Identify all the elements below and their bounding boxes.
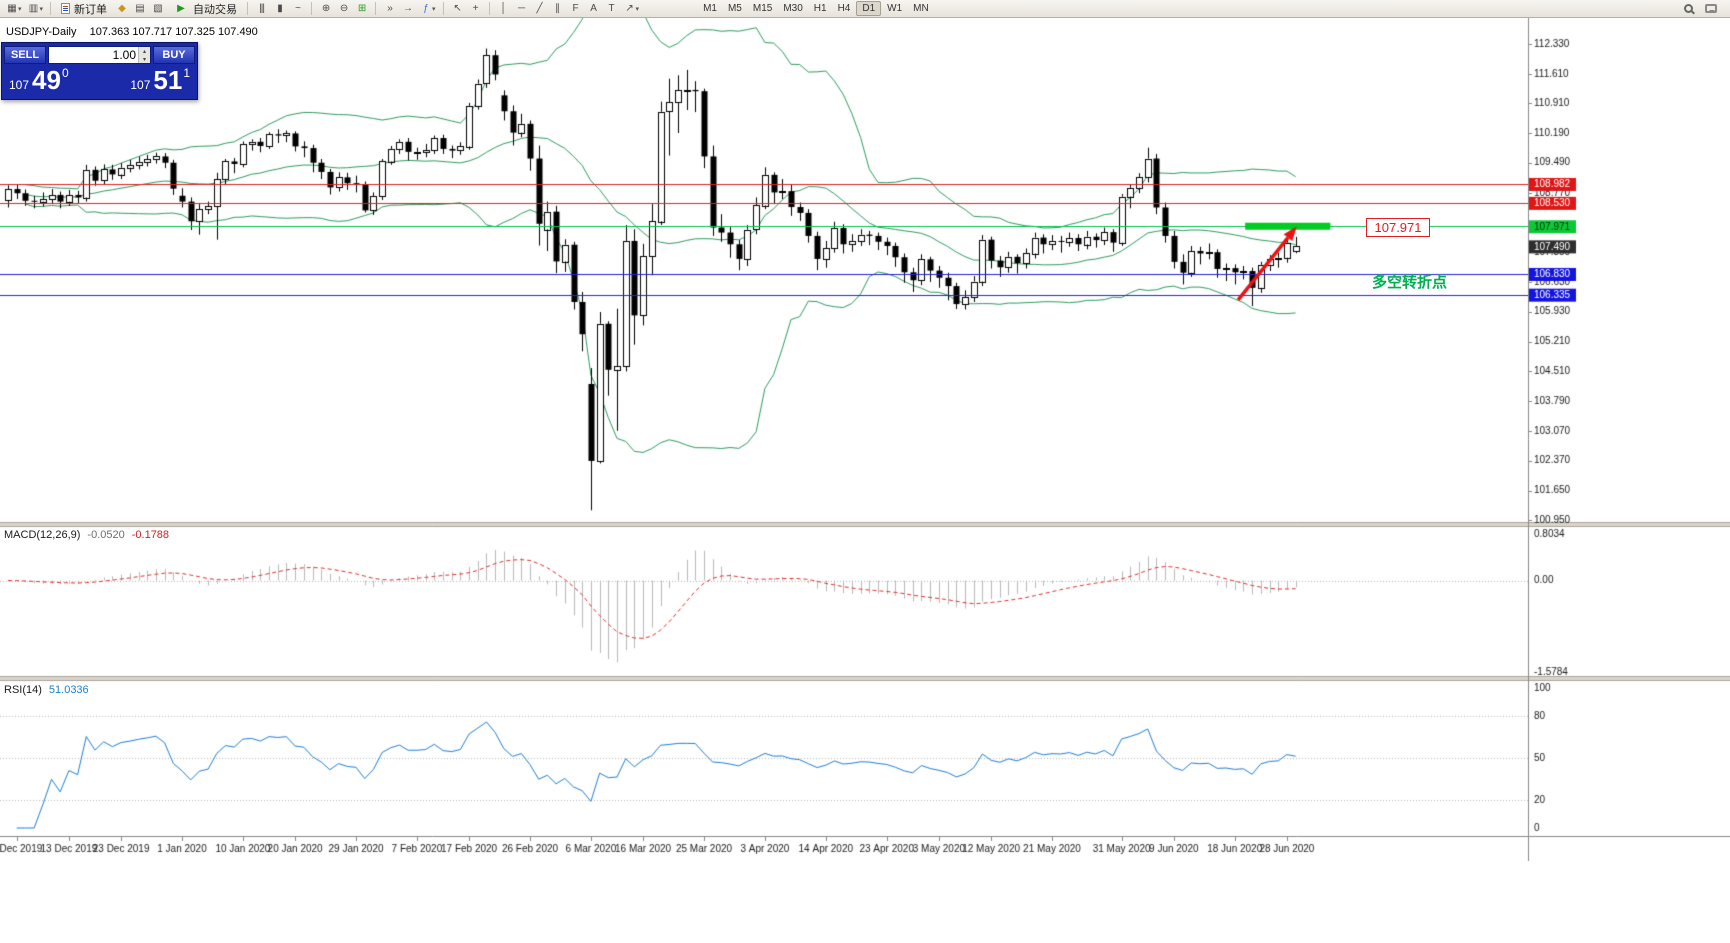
timeframe-w1[interactable]: W1 <box>887 3 903 14</box>
price-annotation-box[interactable]: 107.971 <box>1366 218 1430 237</box>
toolbar-separator <box>247 2 249 15</box>
auto-scroll-icon[interactable]: » <box>387 3 393 14</box>
toolbar-separator <box>50 2 52 15</box>
timeframe-m30[interactable]: M30 <box>783 3 803 14</box>
rsi-value: 51.0336 <box>48 684 89 696</box>
symbol-period-label: USDJPY-Daily <box>6 26 77 38</box>
stepper-up-icon[interactable]: ▴ <box>142 48 146 55</box>
fibonacci-icon[interactable]: F <box>572 3 578 14</box>
line-chart-type-icon[interactable]: ~ <box>295 3 301 14</box>
toolbar-separator <box>488 2 490 15</box>
cursor-icon[interactable]: ↖ <box>453 3 461 14</box>
new-order-button[interactable]: 新订单 <box>56 1 112 17</box>
sell-price-big: 49 <box>32 65 61 95</box>
buy-price-prefix: 107 <box>130 78 151 92</box>
sell-price[interactable]: 107 49 0 <box>9 67 69 93</box>
chart-profiles-icon[interactable]: ▥ <box>28 3 38 14</box>
volume-field: ▴ ▾ <box>48 46 151 64</box>
stepper-down-icon[interactable]: ▾ <box>142 56 146 63</box>
timeframe-mn[interactable]: MN <box>913 3 929 14</box>
rsi-name: RSI(14) <box>4 684 42 696</box>
toolbar-separator <box>375 2 377 15</box>
turning-point-label[interactable]: 多空转折点 <box>1372 274 1448 291</box>
trendline-icon[interactable]: ╱ <box>536 3 543 14</box>
toolbar-separator <box>311 2 313 15</box>
navigator-icon[interactable]: ▧ <box>153 3 162 14</box>
channel-icon[interactable]: ∥ <box>555 3 560 14</box>
price-chart-canvas[interactable] <box>0 18 1730 943</box>
candlestick-type-icon[interactable]: ▮ <box>277 3 283 14</box>
timeframe-bar: M1 M5 M15 M30 H1 H4 D1 W1 MN <box>698 1 934 16</box>
macd-indicator-label: MACD(12,26,9) -0.0520 -0.1788 <box>4 529 169 541</box>
auto-trading-label: 自动交易 <box>193 3 238 16</box>
sell-price-prefix: 107 <box>9 78 30 92</box>
toolbar-right-icons <box>1684 4 1717 13</box>
chevron-down-icon[interactable]: ▾ <box>432 5 436 13</box>
arrow-tools-icon[interactable]: ↗ <box>625 3 633 14</box>
timeframe-m1[interactable]: M1 <box>703 3 717 14</box>
text-icon[interactable]: A <box>590 3 597 14</box>
chevron-down-icon[interactable]: ▾ <box>635 5 640 13</box>
tile-windows-icon[interactable]: ⊞ <box>357 3 366 14</box>
label-icon[interactable]: T <box>608 3 614 14</box>
timeframe-d1[interactable]: D1 <box>856 1 882 16</box>
bar-chart-type-icon[interactable]: ||| <box>259 3 265 14</box>
macd-name: MACD(12,26,9) <box>4 529 81 541</box>
ohlc-values: 107.363 107.717 107.325 107.490 <box>89 26 258 38</box>
timeframe-m5[interactable]: M5 <box>727 3 742 14</box>
auto-trading-button[interactable]: ▶ 自动交易 <box>167 1 242 17</box>
chat-icon[interactable] <box>1705 4 1717 13</box>
market-watch-icon[interactable]: ◆ <box>118 3 126 14</box>
chart-shift-icon[interactable]: → <box>403 3 413 14</box>
rsi-indicator-label: RSI(14) 51.0336 <box>4 684 89 696</box>
buy-price-big: 51 <box>153 65 183 95</box>
timeframe-h4[interactable]: H4 <box>837 3 851 14</box>
macd-value-1: -0.0520 <box>87 529 125 541</box>
horizontal-line-icon[interactable]: ─ <box>518 3 525 14</box>
timeframe-m15[interactable]: M15 <box>752 3 773 14</box>
new-order-label: 新订单 <box>74 3 108 16</box>
buy-button[interactable]: BUY <box>153 46 195 64</box>
macd-value-2: -0.1788 <box>131 529 170 541</box>
crosshair-icon[interactable]: + <box>472 3 479 14</box>
zoom-out-icon[interactable]: ⊖ <box>339 3 348 14</box>
sell-price-sup: 0 <box>61 66 69 80</box>
new-order-icon <box>61 3 71 14</box>
chart-workspace: USDJPY-Daily 107.363 107.717 107.325 107… <box>0 18 1730 943</box>
timeframe-h1[interactable]: H1 <box>813 3 827 14</box>
volume-stepper[interactable]: ▴ ▾ <box>138 47 150 63</box>
volume-input[interactable] <box>49 47 138 63</box>
chevron-down-icon[interactable]: ▾ <box>39 5 44 13</box>
new-chart-icon[interactable]: ▦ <box>7 3 16 14</box>
search-icon[interactable] <box>1684 4 1693 13</box>
toolbar-separator <box>442 2 444 15</box>
chevron-down-icon[interactable]: ▾ <box>18 5 22 13</box>
chart-title: USDJPY-Daily 107.363 107.717 107.325 107… <box>6 26 258 38</box>
indicators-icon[interactable]: ƒ <box>423 3 429 14</box>
vertical-line-icon[interactable]: │ <box>500 3 506 14</box>
data-window-icon[interactable]: ▤ <box>135 3 144 14</box>
zoom-in-icon[interactable]: ⊕ <box>321 3 330 14</box>
buy-price-sup: 1 <box>183 66 190 80</box>
buy-price[interactable]: 107 51 1 <box>130 67 190 93</box>
sell-button[interactable]: SELL <box>4 46 46 64</box>
toolbar: ▦ ▾ ▥ ▾ 新订单 ◆ ▤ ▧ ▶ 自动交易 ||| ▮ ~ ⊕ ⊖ ⊞ »… <box>0 0 1730 18</box>
play-icon: ▶ <box>177 3 185 14</box>
